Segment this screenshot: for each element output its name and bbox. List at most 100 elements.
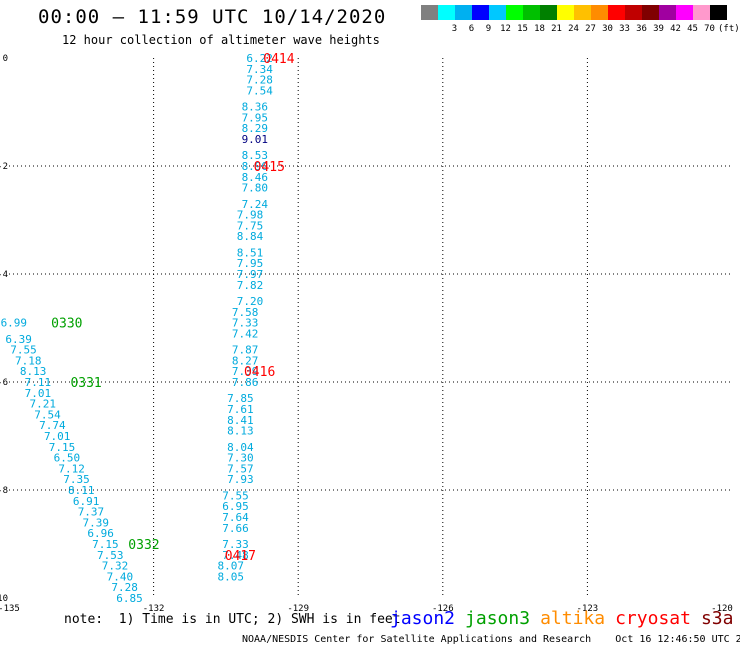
wave-height-label: 7.86 [232, 376, 259, 389]
wave-height-label: 8.29 [242, 122, 269, 135]
color-swatch-label: 45 [687, 24, 698, 34]
wave-height-label: 7.54 [34, 408, 61, 421]
wave-height-label: 7.82 [237, 279, 264, 292]
color-swatch-label: 39 [653, 24, 664, 34]
color-swatch-label: 42 [670, 24, 681, 34]
wave-height-label: 6.96 [87, 527, 114, 540]
wave-height-label: 6.99 [1, 317, 28, 330]
wave-height-label: 7.39 [232, 365, 259, 378]
plot-axes: -135 -132 -129 -126 -123 -120 0 -2 -4 -6 -8 -10 [0, 54, 733, 614]
time-label: 0331 [70, 376, 101, 391]
wave-height-label: 7.55 [222, 489, 249, 502]
wave-height-label: 7.18 [15, 354, 42, 367]
wave-height-label: 7.57 [227, 462, 254, 475]
color-swatch-label: 36 [636, 24, 647, 34]
y-tick-label: -10 [0, 594, 8, 604]
wave-height-label: 7.15 [92, 538, 119, 551]
x-tick-label: -123 [577, 604, 599, 614]
wave-height-label: 7.75 [237, 219, 264, 232]
wave-height-label: 8.05 [217, 570, 244, 583]
wave-height-label: 7.35 [63, 473, 90, 486]
y-tick-label: -6 [0, 378, 8, 388]
footer-credit: NOAA/NESDIS Center for Satellite Applica… [242, 634, 740, 645]
x-tick-label: -135 [0, 604, 20, 614]
legend-entry-altika: altika [540, 608, 606, 629]
color-swatch [421, 5, 438, 20]
wave-height-label: 8.51 [237, 246, 264, 259]
wave-height-label: 7.95 [237, 257, 264, 270]
wave-height-label: 7.30 [227, 452, 254, 465]
legend-entry-jason3: jason3 [465, 608, 531, 629]
y-tick-label: -8 [0, 486, 8, 496]
legend-entry-jason2: jason2 [390, 608, 456, 629]
wave-height-label: 7.66 [222, 522, 249, 535]
wave-height-label: 7.93 [227, 473, 254, 486]
color-swatch-label: 9 [485, 24, 492, 34]
color-swatch [710, 5, 727, 20]
wave-height-label: 6.91 [73, 495, 100, 508]
wave-height-label: 6.50 [54, 452, 81, 465]
color-swatch-label: 15 [517, 24, 528, 34]
wave-height-label: 8.11 [68, 484, 95, 497]
time-label: 0414 [263, 52, 294, 67]
wave-height-label: 7.15 [49, 441, 76, 454]
color-swatch [591, 5, 608, 20]
wave-height-label: 7.33 [232, 317, 259, 330]
wave-height-label: 7.21 [29, 398, 56, 411]
color-swatch [625, 5, 642, 20]
y-tick-label: -2 [0, 162, 8, 172]
wave-height-label: 8.04 [227, 441, 254, 454]
color-swatch [523, 5, 540, 20]
wave-height-label: 7.87 [232, 344, 259, 357]
wave-height-label: 7.42 [232, 327, 259, 340]
wave-height-plot: -135 -132 -129 -126 -123 -120 0 -2 -4 -6 -8 -10 6.2… [0, 52, 733, 614]
color-swatch [659, 5, 676, 20]
wave-height-label: 8.27 [232, 354, 259, 367]
chart-title: 00:00 – 11:59 UTC 10/14/2020 [38, 6, 387, 28]
color-swatch [438, 5, 455, 20]
color-swatch [472, 5, 489, 20]
wave-height-label: 7.80 [242, 182, 269, 195]
color-swatch-label: 18 [534, 24, 545, 34]
wave-height-label: 7.28 [246, 74, 273, 87]
wave-height-label: 7.97 [237, 268, 264, 281]
color-swatch [557, 5, 574, 20]
x-tick-label: -120 [711, 604, 733, 614]
color-swatch [608, 5, 625, 20]
wave-height-label: 7.98 [237, 209, 264, 222]
wave-height-label: 8.36 [242, 101, 269, 114]
wave-height-label: 8.84 [237, 230, 264, 243]
wave-height-label: 8.13 [20, 365, 47, 378]
color-swatch [506, 5, 523, 20]
color-swatch [540, 5, 557, 20]
wave-height-label: 7.39 [83, 516, 110, 529]
y-tick-label: -4 [0, 270, 8, 280]
wave-height-label: 7.11 [25, 376, 52, 389]
color-swatch-label: 21 [551, 24, 562, 34]
wave-height-label: 7.20 [237, 295, 264, 308]
wave-height-label: 9.01 [242, 133, 269, 146]
wave-height-label: 8.46 [242, 171, 269, 184]
wave-height-label: 7.37 [78, 506, 105, 519]
y-tick-label: 0 [3, 54, 8, 64]
wave-height-label: 7.12 [58, 462, 85, 475]
wave-height-label: 7.54 [246, 84, 273, 97]
wave-height-label: 7.40 [107, 570, 134, 583]
wave-height-label: 7.01 [25, 387, 52, 400]
wave-height-label: 6.39 [5, 333, 32, 346]
plot-grid [9, 58, 732, 598]
wave-height-label: 7.95 [242, 111, 269, 124]
wave-height-label: 7.55 [10, 344, 37, 357]
wave-height-label: 7.34 [246, 63, 273, 76]
color-swatch-label: 24 [568, 24, 579, 34]
wave-height-label: 7.58 [232, 306, 259, 319]
wave-height-label: 8.90 [242, 160, 269, 173]
time-label: 0415 [254, 160, 285, 175]
wave-height-label: 6.85 [116, 592, 143, 605]
wave-height-label: 7.74 [39, 419, 66, 432]
color-swatch [455, 5, 472, 20]
color-swatch [642, 5, 659, 20]
wave-height-label: 7.85 [227, 392, 254, 405]
legend-entry-cryosat: cryosat [615, 608, 691, 629]
wave-height-label: 7.24 [242, 198, 269, 211]
